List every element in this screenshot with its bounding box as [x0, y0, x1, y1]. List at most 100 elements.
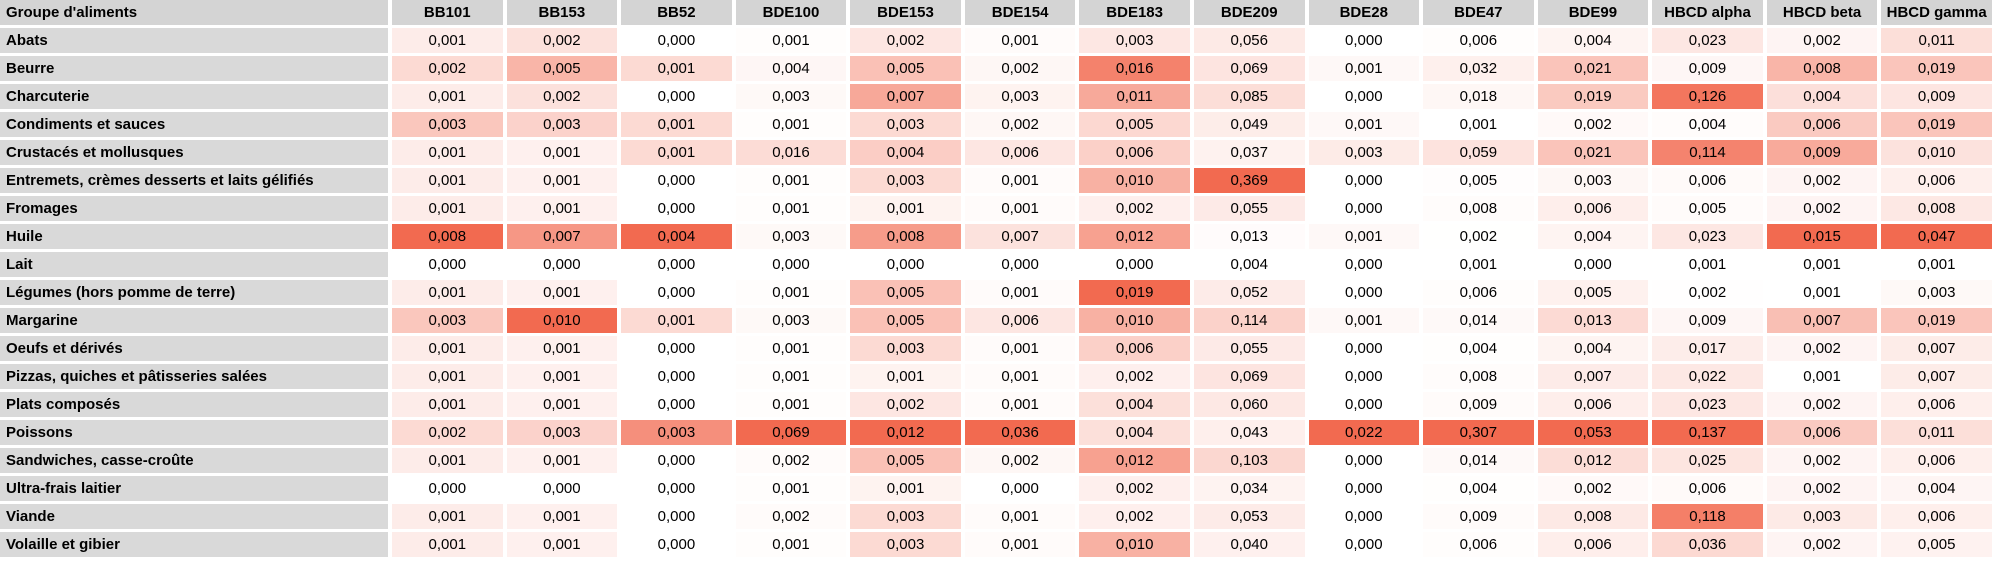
heat-cell: 0,003	[1308, 140, 1420, 165]
heat-cell: 0,002	[1423, 224, 1534, 249]
heat-cell: 0,001	[392, 364, 503, 389]
heat-cell: 0,021	[1537, 140, 1649, 165]
heat-cell: 0,007	[1537, 364, 1649, 389]
heat-cell: 0,013	[1537, 308, 1649, 333]
heat-cell: 0,006	[964, 140, 1076, 165]
header-row: Groupe d'aliments BB101 BB153 BB52 BDE100 BD…	[0, 0, 1992, 25]
heat-cell: 0,023	[1652, 28, 1763, 53]
heat-cell: 0,005	[850, 280, 961, 305]
heat-cell: 0,000	[621, 84, 732, 109]
heat-cell: 0,006	[1079, 140, 1190, 165]
heat-cell: 0,307	[1423, 420, 1534, 445]
heat-cell: 0,002	[1766, 196, 1878, 221]
table-row: Fromages 0,001 0,001 0,000 0,001 0,001 0,001 0,…	[0, 196, 1992, 221]
heat-cell: 0,008	[392, 224, 503, 249]
heat-cell: 0,005	[850, 308, 961, 333]
heat-cell: 0,001	[1308, 112, 1420, 137]
row-label: Lait	[0, 252, 388, 277]
heat-cell: 0,005	[1881, 532, 1992, 557]
heat-cell: 0,001	[506, 168, 618, 193]
heat-cell: 0,003	[1881, 280, 1992, 305]
heat-cell: 0,014	[1423, 308, 1534, 333]
heat-cell: 0,017	[1652, 336, 1763, 361]
row-label: Condiments et sauces	[0, 112, 388, 137]
heat-cell: 0,019	[1881, 56, 1992, 81]
heat-cell: 0,012	[1537, 448, 1649, 473]
heat-cell: 0,000	[621, 448, 732, 473]
heat-cell: 0,000	[1308, 448, 1420, 473]
table-row: Sandwiches, casse-croûte 0,001 0,001 0,000 0…	[0, 448, 1992, 473]
heat-cell: 0,003	[1079, 28, 1190, 53]
heat-cell: 0,001	[735, 476, 847, 501]
heat-cell: 0,016	[735, 140, 847, 165]
heat-cell: 0,005	[1652, 196, 1763, 221]
heat-cell: 0,006	[1537, 392, 1649, 417]
heat-cell: 0,001	[1308, 56, 1420, 81]
heat-cell: 0,000	[964, 476, 1076, 501]
heat-cell: 0,002	[735, 504, 847, 529]
row-label: Margarine	[0, 308, 388, 333]
heat-cell: 0,053	[1537, 420, 1649, 445]
heat-cell: 0,036	[1652, 532, 1763, 557]
heat-cell: 0,006	[1423, 532, 1534, 557]
table-row: Margarine 0,003 0,010 0,001 0,003 0,005 0,006 0…	[0, 308, 1992, 333]
heat-cell: 0,001	[392, 196, 503, 221]
heat-cell: 0,002	[1652, 280, 1763, 305]
row-label: Beurre	[0, 56, 388, 81]
heat-cell: 0,002	[1537, 476, 1649, 501]
heat-cell: 0,000	[1308, 280, 1420, 305]
heat-cell: 0,001	[392, 392, 503, 417]
heat-cell: 0,009	[1423, 392, 1534, 417]
table-row: Condiments et sauces 0,003 0,003 0,001 0,001…	[0, 112, 1992, 137]
heat-cell: 0,006	[1766, 112, 1878, 137]
heat-cell: 0,011	[1881, 28, 1992, 53]
heat-cell: 0,001	[392, 532, 503, 557]
heat-cell: 0,008	[1423, 196, 1534, 221]
heat-cell: 0,005	[1079, 112, 1190, 137]
table-row: Oeufs et dérivés 0,001 0,001 0,000 0,001 0,00…	[0, 336, 1992, 361]
heat-cell: 0,003	[735, 308, 847, 333]
heat-cell: 0,001	[735, 280, 847, 305]
heat-cell: 0,004	[621, 224, 732, 249]
heat-cell: 0,001	[1423, 112, 1534, 137]
heat-cell: 0,009	[1766, 140, 1878, 165]
heat-cell: 0,004	[1079, 392, 1190, 417]
heat-cell: 0,003	[506, 112, 618, 137]
heat-cell: 0,006	[1652, 476, 1763, 501]
heat-cell: 0,005	[506, 56, 618, 81]
heat-cell: 0,003	[850, 504, 961, 529]
heat-cell: 0,069	[1193, 56, 1305, 81]
heat-cell: 0,001	[1766, 364, 1878, 389]
heat-cell: 0,001	[1652, 252, 1763, 277]
row-label: Oeufs et dérivés	[0, 336, 388, 361]
heat-cell: 0,001	[850, 364, 961, 389]
heat-cell: 0,004	[735, 56, 847, 81]
heat-cell: 0,137	[1652, 420, 1763, 445]
heat-cell: 0,015	[1766, 224, 1878, 249]
heat-cell: 0,001	[621, 308, 732, 333]
heat-cell: 0,001	[392, 140, 503, 165]
heat-cell: 0,001	[964, 504, 1076, 529]
heat-cell: 0,006	[1423, 280, 1534, 305]
heat-cell: 0,001	[964, 196, 1076, 221]
heat-cell: 0,001	[1766, 252, 1878, 277]
heat-cell: 0,002	[506, 28, 618, 53]
heat-cell: 0,001	[1308, 308, 1420, 333]
heat-cell: 0,019	[1881, 308, 1992, 333]
heat-cell: 0,034	[1193, 476, 1305, 501]
heat-cell: 0,001	[392, 448, 503, 473]
heat-cell: 0,006	[1652, 168, 1763, 193]
heat-cell: 0,003	[1537, 168, 1649, 193]
heat-cell: 0,006	[1423, 28, 1534, 53]
heat-cell: 0,000	[621, 336, 732, 361]
heat-cell: 0,002	[506, 84, 618, 109]
heat-cell: 0,000	[1308, 336, 1420, 361]
heat-cell: 0,000	[1308, 196, 1420, 221]
column-header: BDE28	[1308, 0, 1420, 25]
row-label: Fromages	[0, 196, 388, 221]
heat-cell: 0,014	[1423, 448, 1534, 473]
heat-cell: 0,018	[1423, 84, 1534, 109]
heat-cell: 0,002	[850, 28, 961, 53]
heat-cell: 0,004	[1423, 336, 1534, 361]
heat-cell: 0,009	[1652, 56, 1763, 81]
